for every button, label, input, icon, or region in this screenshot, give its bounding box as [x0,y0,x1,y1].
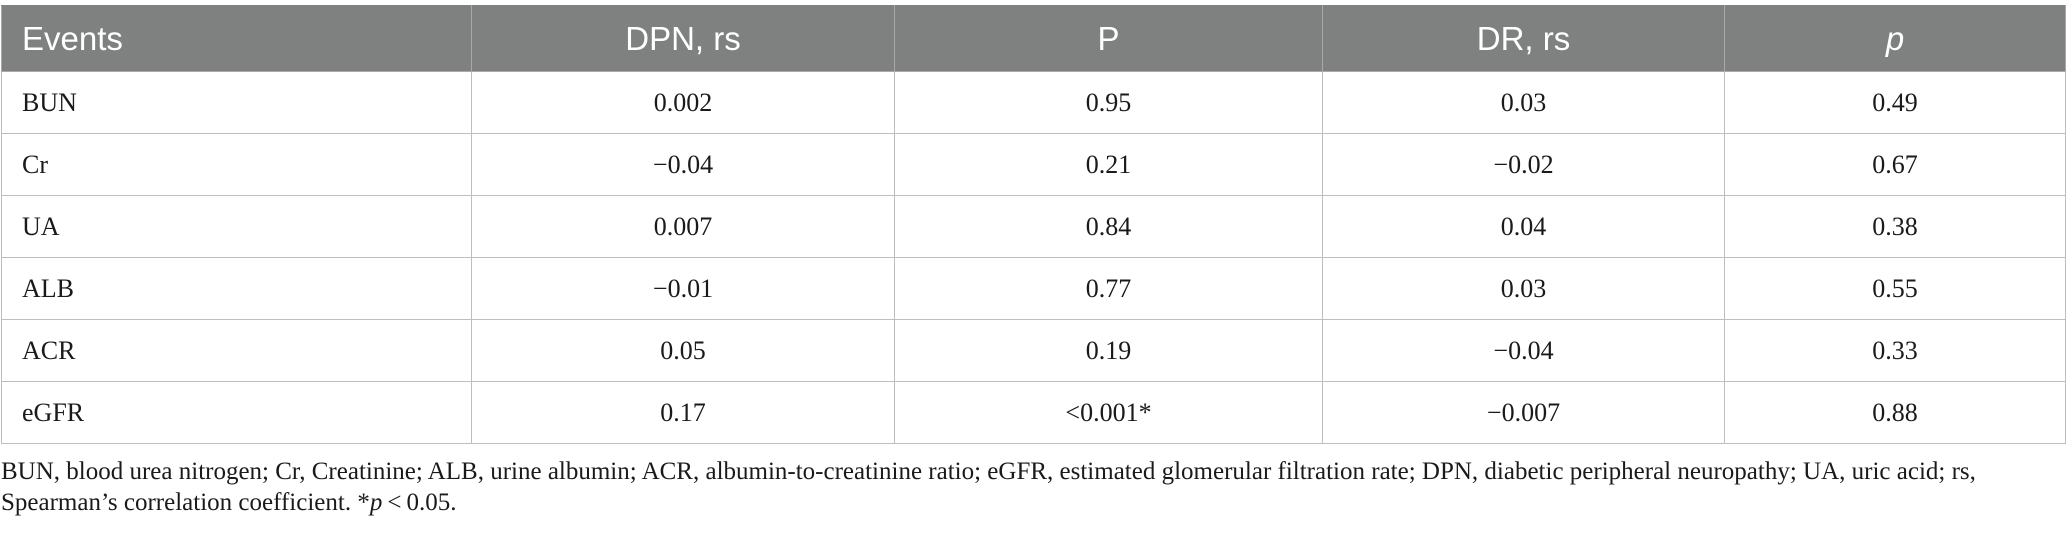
cell-dr-p: 0.88 [1724,381,2066,444]
footnote-threshold: < 0.05. [382,489,457,516]
correlation-table: Events DPN, rs P DR, rs p BUN 0.002 0.95… [1,5,2066,444]
cell-dr-rs: 0.03 [1322,257,1725,320]
cell-dr-p: 0.33 [1724,319,2066,382]
cell-dr-rs: 0.03 [1322,71,1725,134]
cell-dr-p: 0.38 [1724,195,2066,258]
table-body: BUN 0.002 0.95 0.03 0.49 Cr −0.04 0.21 −… [1,71,2066,444]
cell-dr-p: 0.67 [1724,133,2066,196]
header-dpn-rs: DPN, rs [471,5,895,72]
cell-dpn-rs: 0.002 [471,71,895,134]
header-dr-rs: DR, rs [1322,5,1725,72]
cell-dr-rs: −0.007 [1322,381,1725,444]
cell-dpn-rs: −0.01 [471,257,895,320]
row-label: ACR [1,319,472,382]
cell-dr-rs: 0.04 [1322,195,1725,258]
footnote-text: BUN, blood urea nitrogen; Cr, Creatinine… [1,458,1976,516]
cell-dpn-p: 0.77 [894,257,1323,320]
cell-dpn-p: 0.84 [894,195,1323,258]
header-row: Events DPN, rs P DR, rs p [1,5,2066,72]
cell-dpn-p: 0.21 [894,133,1323,196]
header-dpn-p: P [894,5,1323,72]
table-header: Events DPN, rs P DR, rs p [1,5,2066,72]
cell-dpn-rs: −0.04 [471,133,895,196]
cell-dpn-p: <0.001* [894,381,1323,444]
row-label: BUN [1,71,472,134]
cell-dr-rs: −0.02 [1322,133,1725,196]
correlation-table-container: Events DPN, rs P DR, rs p BUN 0.002 0.95… [1,5,2066,444]
row-label: eGFR [1,381,472,444]
table-row: eGFR 0.17 <0.001* −0.007 0.88 [1,381,2066,444]
table-row: BUN 0.002 0.95 0.03 0.49 [1,71,2066,134]
cell-dpn-rs: 0.05 [471,319,895,382]
table-row: ACR 0.05 0.19 −0.04 0.33 [1,319,2066,382]
cell-dpn-p: 0.95 [894,71,1323,134]
header-events: Events [1,5,472,72]
cell-dr-p: 0.55 [1724,257,2066,320]
row-label: UA [1,195,472,258]
cell-dr-rs: −0.04 [1322,319,1725,382]
table-row: ALB −0.01 0.77 0.03 0.55 [1,257,2066,320]
header-dr-p: p [1724,5,2066,72]
cell-dpn-p: 0.19 [894,319,1323,382]
table-row: UA 0.007 0.84 0.04 0.38 [1,195,2066,258]
row-label: Cr [1,133,472,196]
table-footnote: BUN, blood urea nitrogen; Cr, Creatinine… [1,456,2061,518]
table-row: Cr −0.04 0.21 −0.02 0.67 [1,133,2066,196]
cell-dr-p: 0.49 [1724,71,2066,134]
cell-dpn-rs: 0.17 [471,381,895,444]
cell-dpn-rs: 0.007 [471,195,895,258]
row-label: ALB [1,257,472,320]
footnote-p-symbol: p [369,489,383,516]
